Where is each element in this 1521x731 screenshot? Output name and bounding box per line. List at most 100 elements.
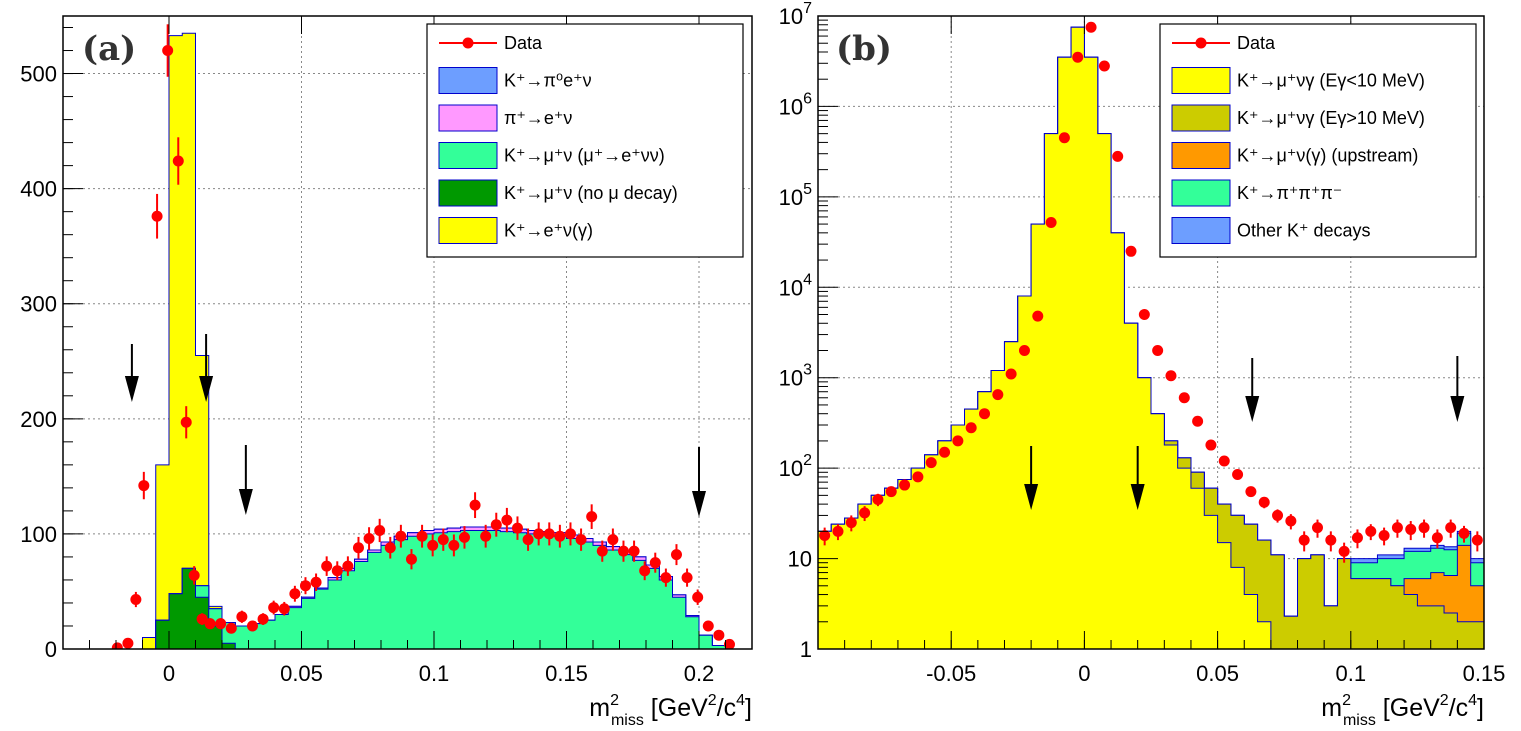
- data-point: [1272, 509, 1284, 523]
- cut-arrow: [1024, 446, 1039, 510]
- data-point: [1178, 392, 1190, 404]
- data-marker: [1365, 525, 1377, 537]
- data-marker: [681, 572, 693, 584]
- data-marker: [180, 416, 192, 428]
- legend-swatch: [1171, 217, 1231, 244]
- data-marker: [236, 611, 248, 623]
- y-tick-label: 300: [20, 292, 57, 317]
- data-point: [1245, 486, 1257, 498]
- cut-arrow: [199, 334, 214, 402]
- data-point: [819, 527, 831, 546]
- cut-arrow-head: [124, 376, 139, 402]
- data-marker: [268, 602, 280, 614]
- data-point: [628, 540, 640, 562]
- data-marker: [965, 422, 977, 434]
- y-tick-label: 107: [779, 0, 812, 29]
- data-marker: [1232, 469, 1244, 481]
- data-point: [405, 549, 417, 570]
- data-point: [1378, 527, 1390, 546]
- legend-entry: K⁺→π⁰e⁺ν: [438, 67, 592, 94]
- cut-arrow-head: [1130, 484, 1145, 510]
- data-point: [511, 516, 523, 540]
- data-marker: [702, 620, 714, 632]
- data-marker: [554, 530, 566, 542]
- x-tick-label: 0: [163, 661, 175, 686]
- data-point: [1298, 531, 1310, 552]
- data-marker: [1405, 523, 1417, 535]
- legend: Data K⁺→μ⁺νγ (Eγ<10 MeV) K⁺→μ⁺νγ (Eγ>10 Me…: [1159, 23, 1477, 258]
- data-point: [1325, 531, 1337, 552]
- data-point: [912, 471, 924, 483]
- data-marker: [628, 545, 640, 557]
- plot-frame: [817, 15, 1485, 650]
- cut-arrow-head: [692, 491, 706, 517]
- data-point: [395, 524, 407, 548]
- data-point: [1125, 245, 1137, 257]
- y-tick-label: 200: [20, 407, 57, 432]
- data-point: [1338, 542, 1350, 563]
- data-point: [1285, 514, 1297, 530]
- data-point: [1205, 439, 1217, 451]
- data-marker: [1245, 486, 1257, 498]
- legend-swatch: [1171, 179, 1231, 207]
- data-point: [965, 422, 977, 434]
- data-point: [832, 524, 844, 541]
- data-point: [1018, 344, 1030, 356]
- legend-label: K⁺→π⁰e⁺ν: [504, 71, 592, 91]
- data-marker: [363, 533, 375, 545]
- data-point: [180, 406, 192, 439]
- data-point: [533, 522, 545, 546]
- data-point: [1112, 150, 1124, 162]
- data-point: [872, 493, 884, 507]
- y-tick-label: 100: [20, 522, 57, 547]
- legend-label: K⁺→μ⁺νγ (Eγ>10 MeV): [1237, 108, 1425, 128]
- data-marker: [992, 389, 1004, 401]
- legend-label: K⁺→π⁺π⁺π⁻: [1237, 183, 1342, 203]
- y-tick-label: 103: [779, 362, 812, 391]
- data-marker: [480, 530, 492, 542]
- data-point: [1365, 524, 1377, 541]
- data-marker: [374, 524, 386, 536]
- data-marker: [405, 553, 417, 565]
- data-point: [1312, 519, 1323, 538]
- data-point: [225, 622, 237, 634]
- data-marker: [1445, 522, 1457, 534]
- data-point: [331, 561, 343, 581]
- x-tick-label: 0.15: [1463, 661, 1506, 686]
- data-point: [321, 556, 333, 576]
- data-marker: [352, 542, 364, 554]
- data-point: [575, 528, 587, 551]
- data-point: [952, 435, 964, 447]
- x-axis-title: m2 miss [GeV2/c4]: [589, 692, 752, 729]
- data-marker: [1272, 509, 1284, 521]
- data-point: [702, 620, 714, 632]
- legend-entry: Other K⁺ decays: [1171, 217, 1371, 244]
- data-marker: [845, 517, 857, 529]
- y-axis: 0 100 200 300 400 500: [20, 27, 83, 662]
- legend-data-marker: [462, 37, 474, 49]
- data-marker: [832, 525, 844, 537]
- legend-swatch: [438, 179, 498, 207]
- legend-entry: Data: [1172, 33, 1276, 53]
- data-marker: [596, 545, 608, 557]
- data-point: [1165, 370, 1177, 382]
- data-marker: [607, 534, 619, 546]
- data-marker: [162, 45, 174, 57]
- legend-entry: K⁺→μ⁺ν (μ⁺→e⁺νν): [438, 142, 665, 169]
- data-point: [586, 504, 598, 529]
- data-point: [188, 566, 200, 585]
- cut-arrow: [1245, 358, 1260, 422]
- data-point: [1431, 529, 1443, 549]
- data-marker: [490, 519, 502, 531]
- data-point: [437, 528, 449, 551]
- data-marker: [1138, 309, 1150, 321]
- cut-arrow-head: [1450, 396, 1465, 422]
- y-tick-label: 10: [788, 547, 812, 572]
- data-marker: [1032, 310, 1044, 322]
- data-point: [299, 577, 311, 595]
- data-marker: [533, 528, 545, 540]
- data-point: [522, 528, 534, 551]
- y-tick-label: 500: [20, 62, 57, 87]
- cut-arrows: [1024, 356, 1465, 510]
- legend-swatch: [438, 142, 498, 169]
